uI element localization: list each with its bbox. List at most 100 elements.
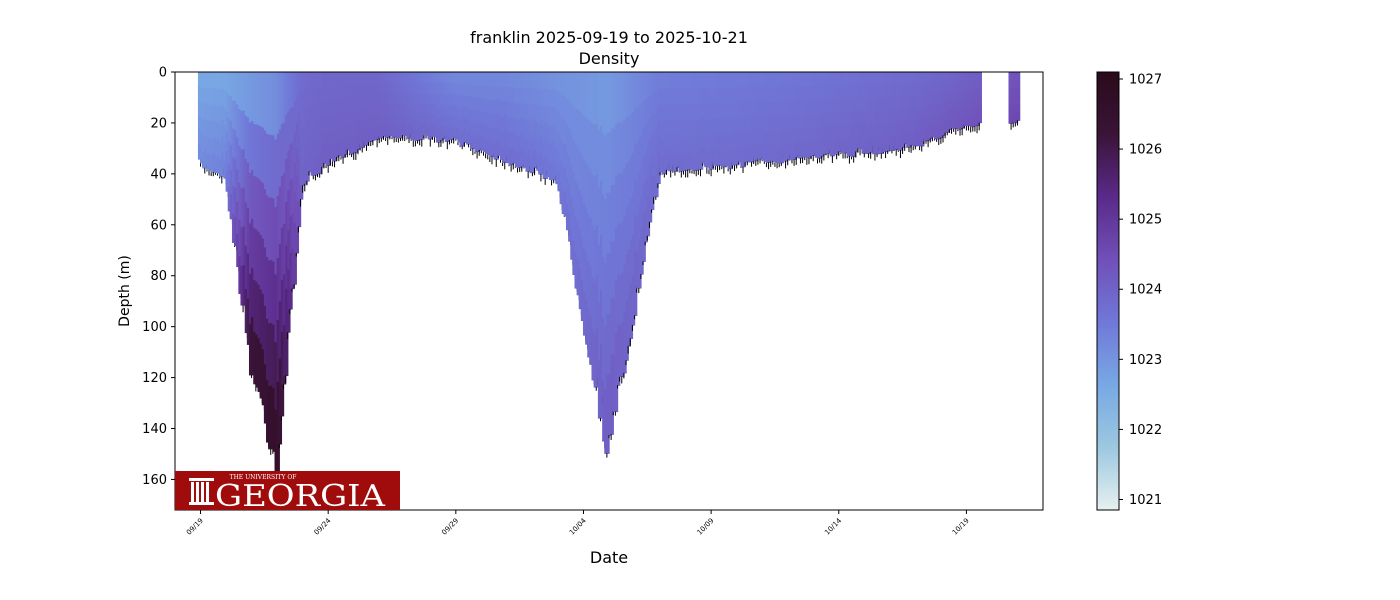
colorbar [1096,71,1120,511]
bottom-depth-marker [438,142,440,148]
bottom-depth-marker [736,164,738,169]
bottom-depth-marker [953,127,955,132]
density-profile-segment [1014,88,1021,97]
bottom-depth-marker [810,155,812,160]
colorbar-tick-label: 1022 [1129,423,1162,438]
density-profile-segment [287,269,293,310]
density-profile-segment [291,248,297,285]
bottom-depth-marker [312,175,314,180]
bottom-depth-marker [599,418,601,422]
bottom-depth-marker [902,147,904,154]
chart-subtitle: Density [579,49,640,68]
bottom-depth-marker [968,125,970,131]
x-tick-label: 09/19 [185,517,205,537]
bottom-depth-marker [693,170,695,175]
bottom-depth-marker [221,176,223,184]
bottom-depth-marker [880,153,882,159]
bottom-depth-marker [723,166,725,174]
density-profile-segment [1014,104,1021,113]
bottom-depth-marker [768,162,770,170]
density-profile-segment [976,80,982,90]
bottom-depth-marker [610,434,612,441]
bottom-depth-marker [395,136,397,142]
bottom-depth-marker [759,158,761,164]
bottom-depth-marker [795,157,797,165]
bottom-depth-marker [336,156,338,162]
bottom-depth-marker [631,324,633,331]
bottom-depth-marker [472,148,474,156]
bottom-depth-marker [1014,122,1016,127]
arch-icon [189,478,214,505]
bottom-depth-marker [323,162,325,169]
bottom-depth-marker [927,140,929,148]
bottom-depth-marker [863,153,865,158]
bottom-depth-marker [423,134,425,139]
bottom-depth-marker [763,159,765,164]
bottom-depth-marker [919,145,921,151]
bottom-depth-marker [821,155,823,164]
bottom-depth-marker [827,153,829,159]
bottom-depth-marker [812,155,814,162]
bottom-depth-marker [334,160,336,168]
bottom-depth-marker [625,360,627,366]
density-profile-segment [285,288,291,333]
bottom-depth-marker [734,164,736,171]
bottom-depth-marker [710,169,712,177]
bottom-depth-marker [914,145,916,150]
university-logo: THE UNIVERSITY OF GEORGIA [175,471,400,514]
density-profile-segment [640,229,646,262]
bottom-depth-marker [714,164,716,170]
bottom-depth-marker [291,288,293,292]
bottom-depth-marker [731,162,733,169]
bottom-depth-marker [306,180,308,186]
bottom-depth-marker [387,137,389,145]
bottom-depth-marker [799,157,801,164]
bottom-depth-marker [648,221,650,229]
bottom-depth-marker [551,179,553,186]
bottom-depth-marker [308,171,310,176]
y-tick-label: 120 [142,371,167,386]
bottom-depth-marker [806,156,808,165]
bottom-depth-marker [948,129,950,133]
density-profile-segment [976,114,982,124]
bottom-depth-marker [770,159,772,167]
bottom-depth-marker [429,138,431,147]
x-tick-label: 09/29 [440,517,460,537]
bottom-depth-marker [212,171,214,177]
bottom-depth-marker [972,126,974,132]
bottom-depth-marker [321,166,323,175]
bottom-depth-marker [608,435,610,439]
bottom-depth-marker [791,159,793,164]
bottom-depth-marker [338,155,340,162]
bottom-depth-marker [468,143,470,148]
bottom-depth-marker [270,448,272,455]
density-profile-segment [283,324,289,377]
y-axis: 0 20 40 60 80 100 120 140 160 [142,66,175,488]
bottom-depth-marker [544,178,546,185]
bottom-depth-marker [617,385,619,389]
bottom-depth-marker [510,164,512,172]
bottom-depth-marker [665,169,667,175]
bottom-depth-marker [365,145,367,151]
bottom-depth-marker [476,151,478,159]
bottom-depth-marker [936,138,938,142]
density-profile-segment [1014,112,1021,121]
bottom-depth-marker [517,166,519,173]
bottom-depth-marker [976,125,978,134]
bottom-depth-marker [217,172,219,176]
bottom-depth-marker [870,151,872,159]
bottom-depth-marker [944,131,946,139]
density-profile-segment [304,162,310,182]
bottom-depth-marker [353,152,355,160]
bottom-depth-marker [355,152,357,160]
density-profile-segment [919,133,925,147]
bottom-depth-marker [346,149,348,158]
bottom-depth-marker [361,147,363,153]
bottom-depth-marker [461,145,463,150]
bottom-depth-marker [614,411,616,416]
bottom-depth-marker [287,332,289,340]
bottom-depth-marker [414,139,416,147]
bottom-depth-marker [836,154,838,160]
density-profile-segment [648,186,655,211]
density-profile-segment [976,88,982,98]
